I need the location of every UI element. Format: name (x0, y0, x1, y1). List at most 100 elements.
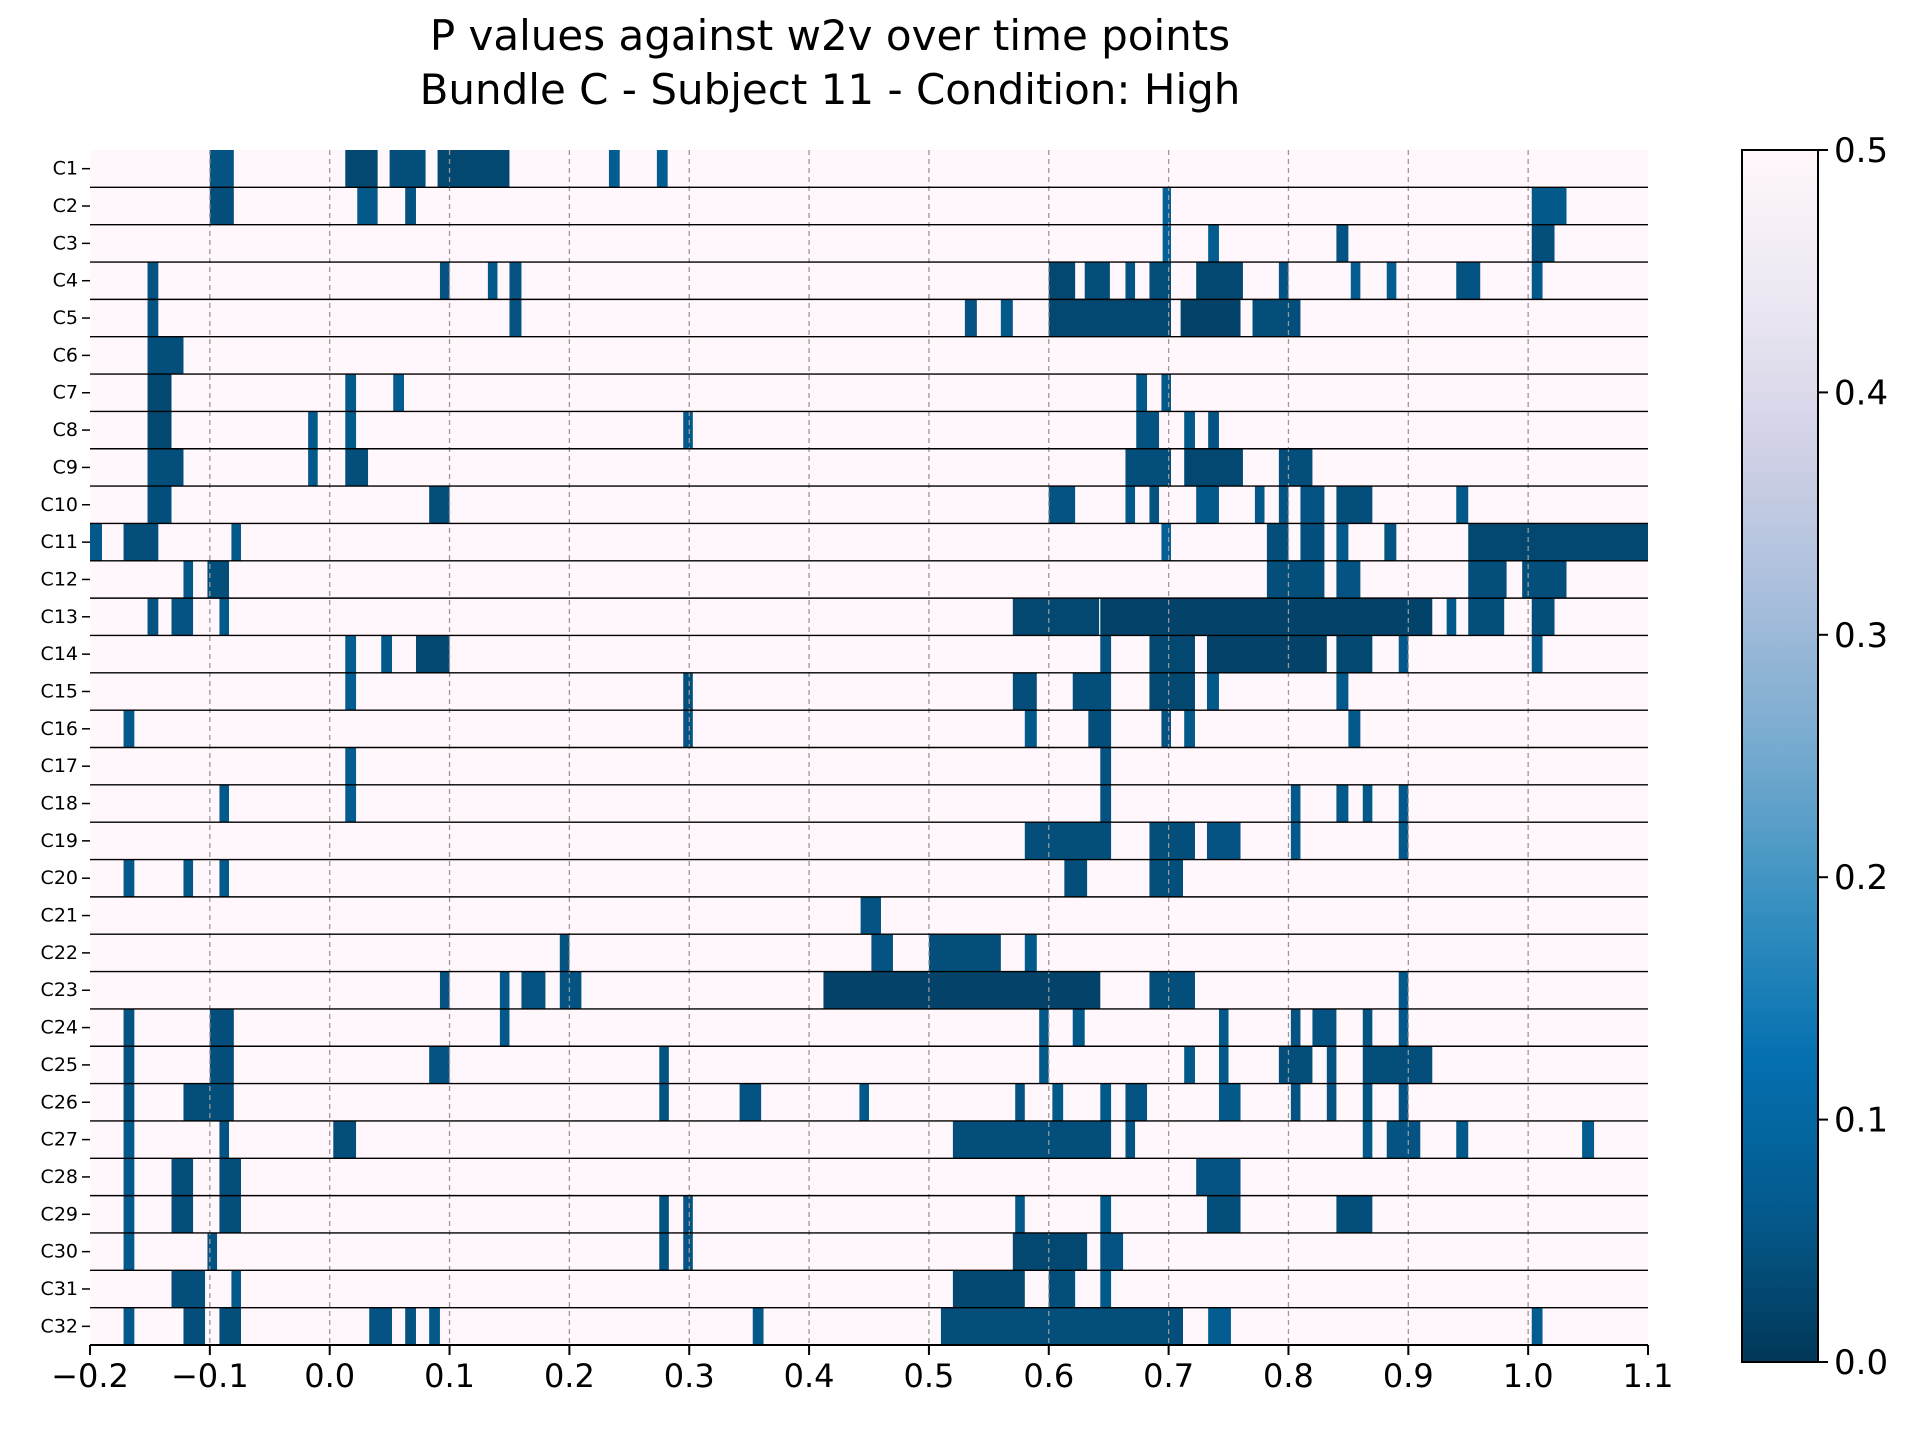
heatmap-cell (1084, 262, 1110, 300)
heatmap-cell (123, 1307, 135, 1345)
heatmap-cell (1100, 784, 1112, 823)
heatmap-cell (1398, 822, 1409, 860)
heatmap-cell (509, 299, 522, 337)
heatmap-cell (1362, 784, 1373, 823)
heatmap-cell (1290, 784, 1301, 823)
heatmap-cell (219, 598, 230, 636)
heatmap-cell (739, 1083, 762, 1121)
heatmap-cell (1266, 560, 1325, 599)
row-label: C21 (41, 905, 78, 927)
heatmap-cell (1024, 934, 1037, 972)
heatmap-row-C26 (90, 1083, 1648, 1121)
x-tick-label: 0.3 (664, 1357, 715, 1395)
heatmap-cell (1290, 1083, 1301, 1121)
row-label: C19 (41, 830, 78, 852)
heatmap-area (90, 150, 1648, 1345)
row-label: C2 (53, 195, 78, 217)
x-tick-label: 1.0 (1503, 1357, 1554, 1395)
heatmap-cell (219, 1120, 230, 1159)
heatmap-cell (219, 1158, 242, 1196)
heatmap-row-C7 (90, 374, 1648, 412)
heatmap-cell (345, 448, 369, 487)
heatmap-cell (823, 971, 1101, 1009)
heatmap-cell (1206, 672, 1219, 711)
colorbar-gradient (1741, 149, 1819, 1363)
heatmap-cell (345, 635, 357, 673)
row-label: C5 (53, 307, 78, 329)
heatmap-cell (1362, 1120, 1373, 1159)
row-label: C30 (41, 1241, 78, 1263)
heatmap-cell (1180, 299, 1241, 337)
row-label: C1 (53, 158, 78, 180)
heatmap-cell (1100, 1270, 1112, 1308)
heatmap-cell (389, 150, 426, 188)
heatmap-cell (1398, 635, 1409, 673)
heatmap-cell (429, 486, 450, 524)
heatmap-cell (659, 1083, 669, 1121)
heatmap-cell (123, 710, 135, 748)
heatmap-cell (1531, 635, 1543, 673)
heatmap-cell (1386, 1120, 1421, 1159)
heatmap-cell (659, 1046, 669, 1084)
heatmap-cell (1362, 1083, 1373, 1121)
heatmap-cell (231, 1270, 242, 1308)
row-background (90, 934, 1648, 972)
heatmap-cell (1252, 299, 1301, 337)
heatmap-cell (1015, 1083, 1025, 1121)
row-background (90, 187, 1648, 225)
heatmap-cell (219, 1307, 242, 1345)
row-label: C12 (41, 568, 78, 590)
heatmap-row-C5 (90, 299, 1648, 337)
heatmap-cell (952, 1120, 1112, 1159)
x-axis: −0.2 −0.1 0.0 0.1 0.2 0.3 0.4 0.5 0.6 0.7 0.8 0.9 1.… (51, 1344, 1673, 1395)
heatmap-cell (1350, 262, 1361, 300)
heatmap-cell (1136, 374, 1148, 412)
heatmap-row-C32 (90, 1307, 1648, 1345)
heatmap-cell (1326, 1083, 1337, 1121)
heatmap-cell (1278, 486, 1289, 524)
row-label: C10 (41, 494, 78, 516)
heatmap-cell (147, 374, 172, 412)
heatmap-cell (683, 411, 693, 449)
heatmap-cell (1136, 411, 1160, 449)
heatmap-row-C8 (90, 411, 1648, 449)
heatmap-cell (1184, 1046, 1195, 1084)
heatmap-cell (1531, 598, 1555, 636)
heatmap-cell (405, 187, 416, 225)
heatmap-cell (171, 1158, 194, 1196)
heatmap-row-C17 (90, 747, 1648, 785)
heatmap-cell (1336, 635, 1373, 673)
heatmap-row-C23 (90, 971, 1648, 1009)
heatmap-cell (1531, 224, 1555, 263)
heatmap-row-C20 (90, 859, 1648, 897)
row-label: C11 (41, 531, 78, 553)
colorbar-tick-label: 0.3 (1834, 616, 1888, 656)
row-background (90, 784, 1648, 823)
heatmap-cell (559, 934, 570, 972)
heatmap-cell (1039, 1008, 1049, 1047)
heatmap-cell (964, 299, 977, 337)
heatmap-cell (1052, 1083, 1064, 1121)
heatmap-cell (559, 971, 582, 1009)
heatmap-cell (1326, 1046, 1337, 1084)
row-background (90, 672, 1648, 711)
heatmap-cell (499, 1008, 510, 1047)
heatmap-cell (1012, 598, 1100, 636)
heatmap-cell (1384, 523, 1397, 561)
heatmap-cell (1348, 710, 1361, 748)
heatmap-cell (345, 374, 357, 412)
row-label: C3 (53, 232, 78, 254)
row-label: C16 (41, 718, 78, 740)
row-separators (90, 186, 1648, 1309)
row-background (90, 1232, 1648, 1271)
heatmap-cell (171, 1270, 206, 1308)
heatmap-cell (147, 336, 184, 375)
heatmap-cell (1254, 486, 1265, 524)
heatmap-cell (123, 1195, 135, 1233)
row-background (90, 262, 1648, 300)
heatmap-cell (308, 411, 318, 449)
heatmap-cell (345, 747, 357, 785)
heatmap-cell (860, 896, 881, 935)
heatmap-cell (1000, 299, 1013, 337)
